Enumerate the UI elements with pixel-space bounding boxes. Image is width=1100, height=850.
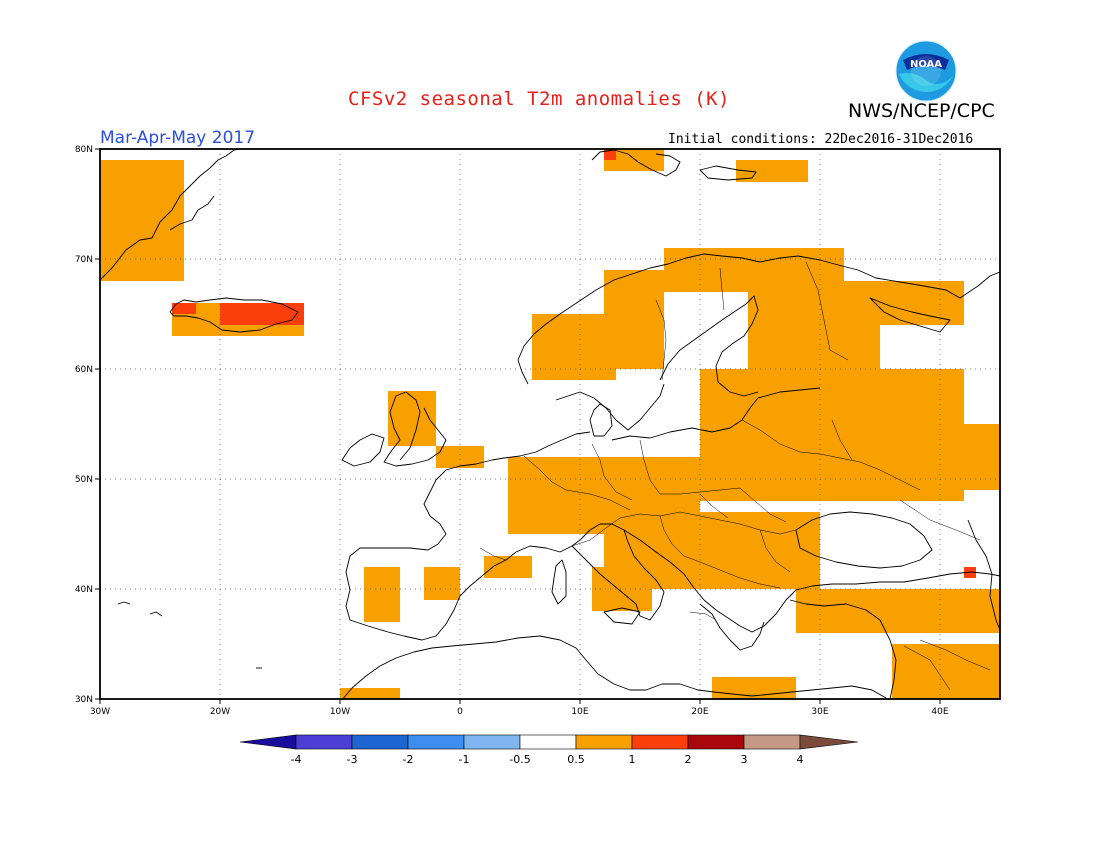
colorbar-label: -0.5 <box>509 753 530 766</box>
colorbar <box>239 734 859 750</box>
lon-axis <box>99 699 941 704</box>
colorbar-segment <box>295 734 353 750</box>
lat-label-40n: 40N <box>75 585 93 595</box>
lat-label-30n: 30N <box>75 695 93 705</box>
lon-label-30e: 30E <box>811 707 828 717</box>
map-frame <box>99 148 1001 700</box>
lat-label-70n: 70N <box>75 255 93 265</box>
colorbar-label: -2 <box>403 753 414 766</box>
colorbar-segment <box>463 734 521 750</box>
season-label: Mar-Apr-May 2017 <box>100 128 256 148</box>
country-borders <box>479 261 991 691</box>
colorbar-label: 3 <box>741 753 748 766</box>
anomaly-cell-0.5-1 <box>592 567 652 611</box>
lat-axis <box>95 148 100 700</box>
colorbar-segment <box>687 734 745 750</box>
colorbar-label: -4 <box>291 753 302 766</box>
anomaly-cell-0.5-1 <box>484 556 532 578</box>
anomaly-cell-0.5-1 <box>868 281 964 325</box>
anomaly-cell-0.5-1 <box>604 149 664 171</box>
anomaly-cell-0.5-1 <box>736 160 808 182</box>
lat-label-80n: 80N <box>75 145 93 155</box>
colorbar-label: 4 <box>797 753 804 766</box>
colorbar-low-arrow <box>239 734 297 750</box>
lon-label-40e: 40E <box>931 707 948 717</box>
colorbar-label: 2 <box>685 753 692 766</box>
colorbar-high-arrow <box>799 734 859 750</box>
anomaly-cell-0.5-1 <box>892 644 1000 699</box>
lon-label-0: 0 <box>457 707 463 717</box>
anomaly-cell-1-2 <box>172 303 196 314</box>
anomaly-cell-0.5-1 <box>388 391 436 446</box>
anomaly-cell-0.5-1 <box>796 589 1000 633</box>
anomaly-cell-0.5-1 <box>436 446 484 468</box>
anomaly-cell-1-2 <box>604 149 616 160</box>
anomaly-cell-1-2 <box>220 303 304 325</box>
initial-conditions-label: Initial conditions: 22Dec2016-31Dec2016 <box>668 132 974 147</box>
anomaly-cell-0.5-1 <box>100 160 184 281</box>
colorbar-segment <box>407 734 465 750</box>
agency-label: NWS/NCEP/CPC <box>848 100 995 122</box>
anomaly-cell-0.5-1 <box>340 688 400 699</box>
colorbar-segment <box>351 734 409 750</box>
grid-lines <box>100 149 1000 699</box>
lon-label-20e: 20E <box>691 707 708 717</box>
noaa-logo-icon: NOAA <box>895 40 957 102</box>
colorbar-segment <box>575 734 633 750</box>
logo-text: NOAA <box>910 59 942 70</box>
map-title: CFSv2 seasonal T2m anomalies (K) <box>348 88 731 110</box>
colorbar-label: -3 <box>347 753 358 766</box>
lat-label-50n: 50N <box>75 475 93 485</box>
anomaly-cell-0.5-1 <box>604 270 664 369</box>
lat-label-60n: 60N <box>75 365 93 375</box>
lon-label-30w: 30W <box>90 707 110 717</box>
lon-label-10e: 10E <box>571 707 588 717</box>
colorbar-segment <box>743 734 801 750</box>
colorbar-segment <box>519 734 577 750</box>
anomaly-cell-0.5-1 <box>424 567 460 600</box>
anomaly-cell-0.5-1 <box>892 424 1000 490</box>
anomaly-cell-0.5-1 <box>364 567 400 622</box>
colorbar-segment <box>631 734 689 750</box>
coastlines <box>99 148 1001 701</box>
colorbar-label: 0.5 <box>567 753 585 766</box>
lon-label-10w: 10W <box>330 707 350 717</box>
lon-label-20w: 20W <box>210 707 230 717</box>
colorbar-label: -1 <box>459 753 470 766</box>
anomaly-cell-0.5-1 <box>532 314 616 380</box>
colorbar-label: 1 <box>629 753 636 766</box>
